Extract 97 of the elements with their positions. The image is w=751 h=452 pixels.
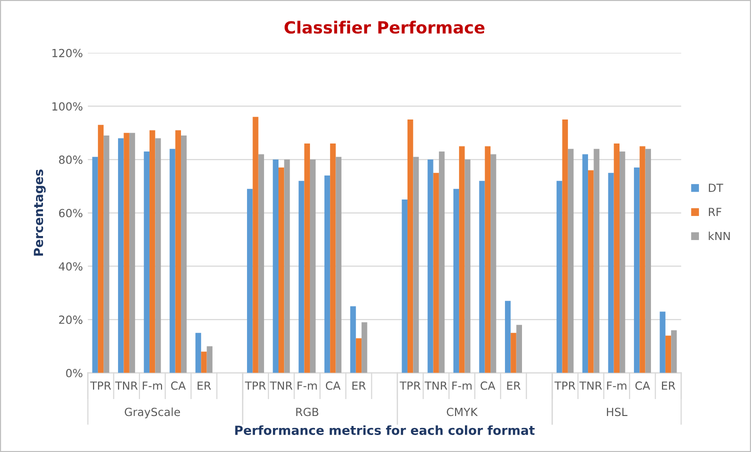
bar [258,154,264,373]
bar [516,324,522,373]
bar [556,180,562,373]
x-tick-label: CA [480,381,496,390]
legend-label: kNN [708,232,730,240]
y-tick-label: 0% [66,368,82,378]
bar [407,120,414,373]
bar [124,132,130,373]
bar [170,148,176,373]
bar [129,132,136,373]
text: RGB [296,408,318,416]
x-tick-label: TNR [270,382,292,390]
bar [484,146,491,373]
bar [671,330,677,373]
bar [438,152,445,373]
bar [504,300,511,373]
y-tick-label: 20% [59,316,82,324]
bar [155,138,161,373]
x-tick-label: TNR [579,382,602,390]
bar [634,168,640,373]
bar [195,332,202,373]
bar [201,352,207,373]
bar [362,322,368,373]
x-tick-label: TPR [400,382,421,390]
bar [479,180,485,373]
bar [175,130,181,373]
y-tick-label: 80% [59,156,82,164]
bar [150,130,156,373]
bar [284,160,290,373]
x-tick-label: F-m [607,382,626,390]
bar [180,136,187,373]
bar [640,146,646,373]
text: HSL [606,408,628,416]
bar [206,346,212,373]
bar [464,160,470,373]
y-axis-title: Percentages [34,170,46,256]
x-tick-label: TNR [115,382,138,390]
bar [98,124,104,373]
bar [330,144,336,373]
bar [272,160,278,373]
x-tick-label: ER [352,382,366,390]
bar [660,312,666,373]
bar [433,172,439,373]
bar [582,154,588,373]
chart-title: Classifier Performace [284,20,484,34]
x-tick-label: TNR [424,382,448,390]
legend-label: DT [708,184,724,192]
y-tick-label: 100% [52,102,82,111]
bar [568,148,574,373]
bar [620,152,626,373]
bar [402,200,408,373]
bar [104,136,110,373]
legend-label: RF [708,208,722,216]
bar [413,156,419,373]
bar [490,154,496,373]
x-tick-label: TPR [554,382,576,390]
x-tick-label: ER [198,382,211,390]
x-tick-label: CA [171,381,186,390]
bar [459,146,465,373]
x-tick-label: CA [326,381,341,390]
bar [278,168,284,373]
bar [298,180,304,373]
bar [665,336,672,373]
x-tick-label: TPR [244,382,266,390]
bar [428,160,434,373]
y-tick-label: 60% [59,208,82,218]
y-tick-label: 120% [52,48,82,58]
bar [252,116,258,373]
text: CMYK [446,408,478,416]
bar [144,152,150,373]
bar [614,144,620,373]
x-tick-label: F-m [142,382,162,390]
x-tick-label: TPR [90,382,112,390]
bar [324,176,330,373]
text: GrayScale [124,408,180,418]
bar [304,144,310,373]
x-tick-label: F-m [298,382,317,390]
bar [92,156,98,373]
bar [453,188,460,373]
bar [645,148,651,373]
x-axis-title: Performance metrics for each color format [235,425,535,435]
bar [594,148,600,373]
bar [608,172,614,373]
x-tick-label: ER [662,382,676,390]
bar [247,188,253,373]
bar [510,332,516,373]
x-tick-label: F-m [452,382,472,390]
bar [336,156,342,373]
bar [310,160,316,373]
bar [350,306,356,373]
bar [588,170,594,373]
bar [118,138,124,373]
bar [562,120,568,373]
bar [356,338,362,373]
x-tick-label: CA [635,381,650,390]
x-tick-label: ER [507,382,521,390]
y-tick-label: 40% [58,262,82,271]
